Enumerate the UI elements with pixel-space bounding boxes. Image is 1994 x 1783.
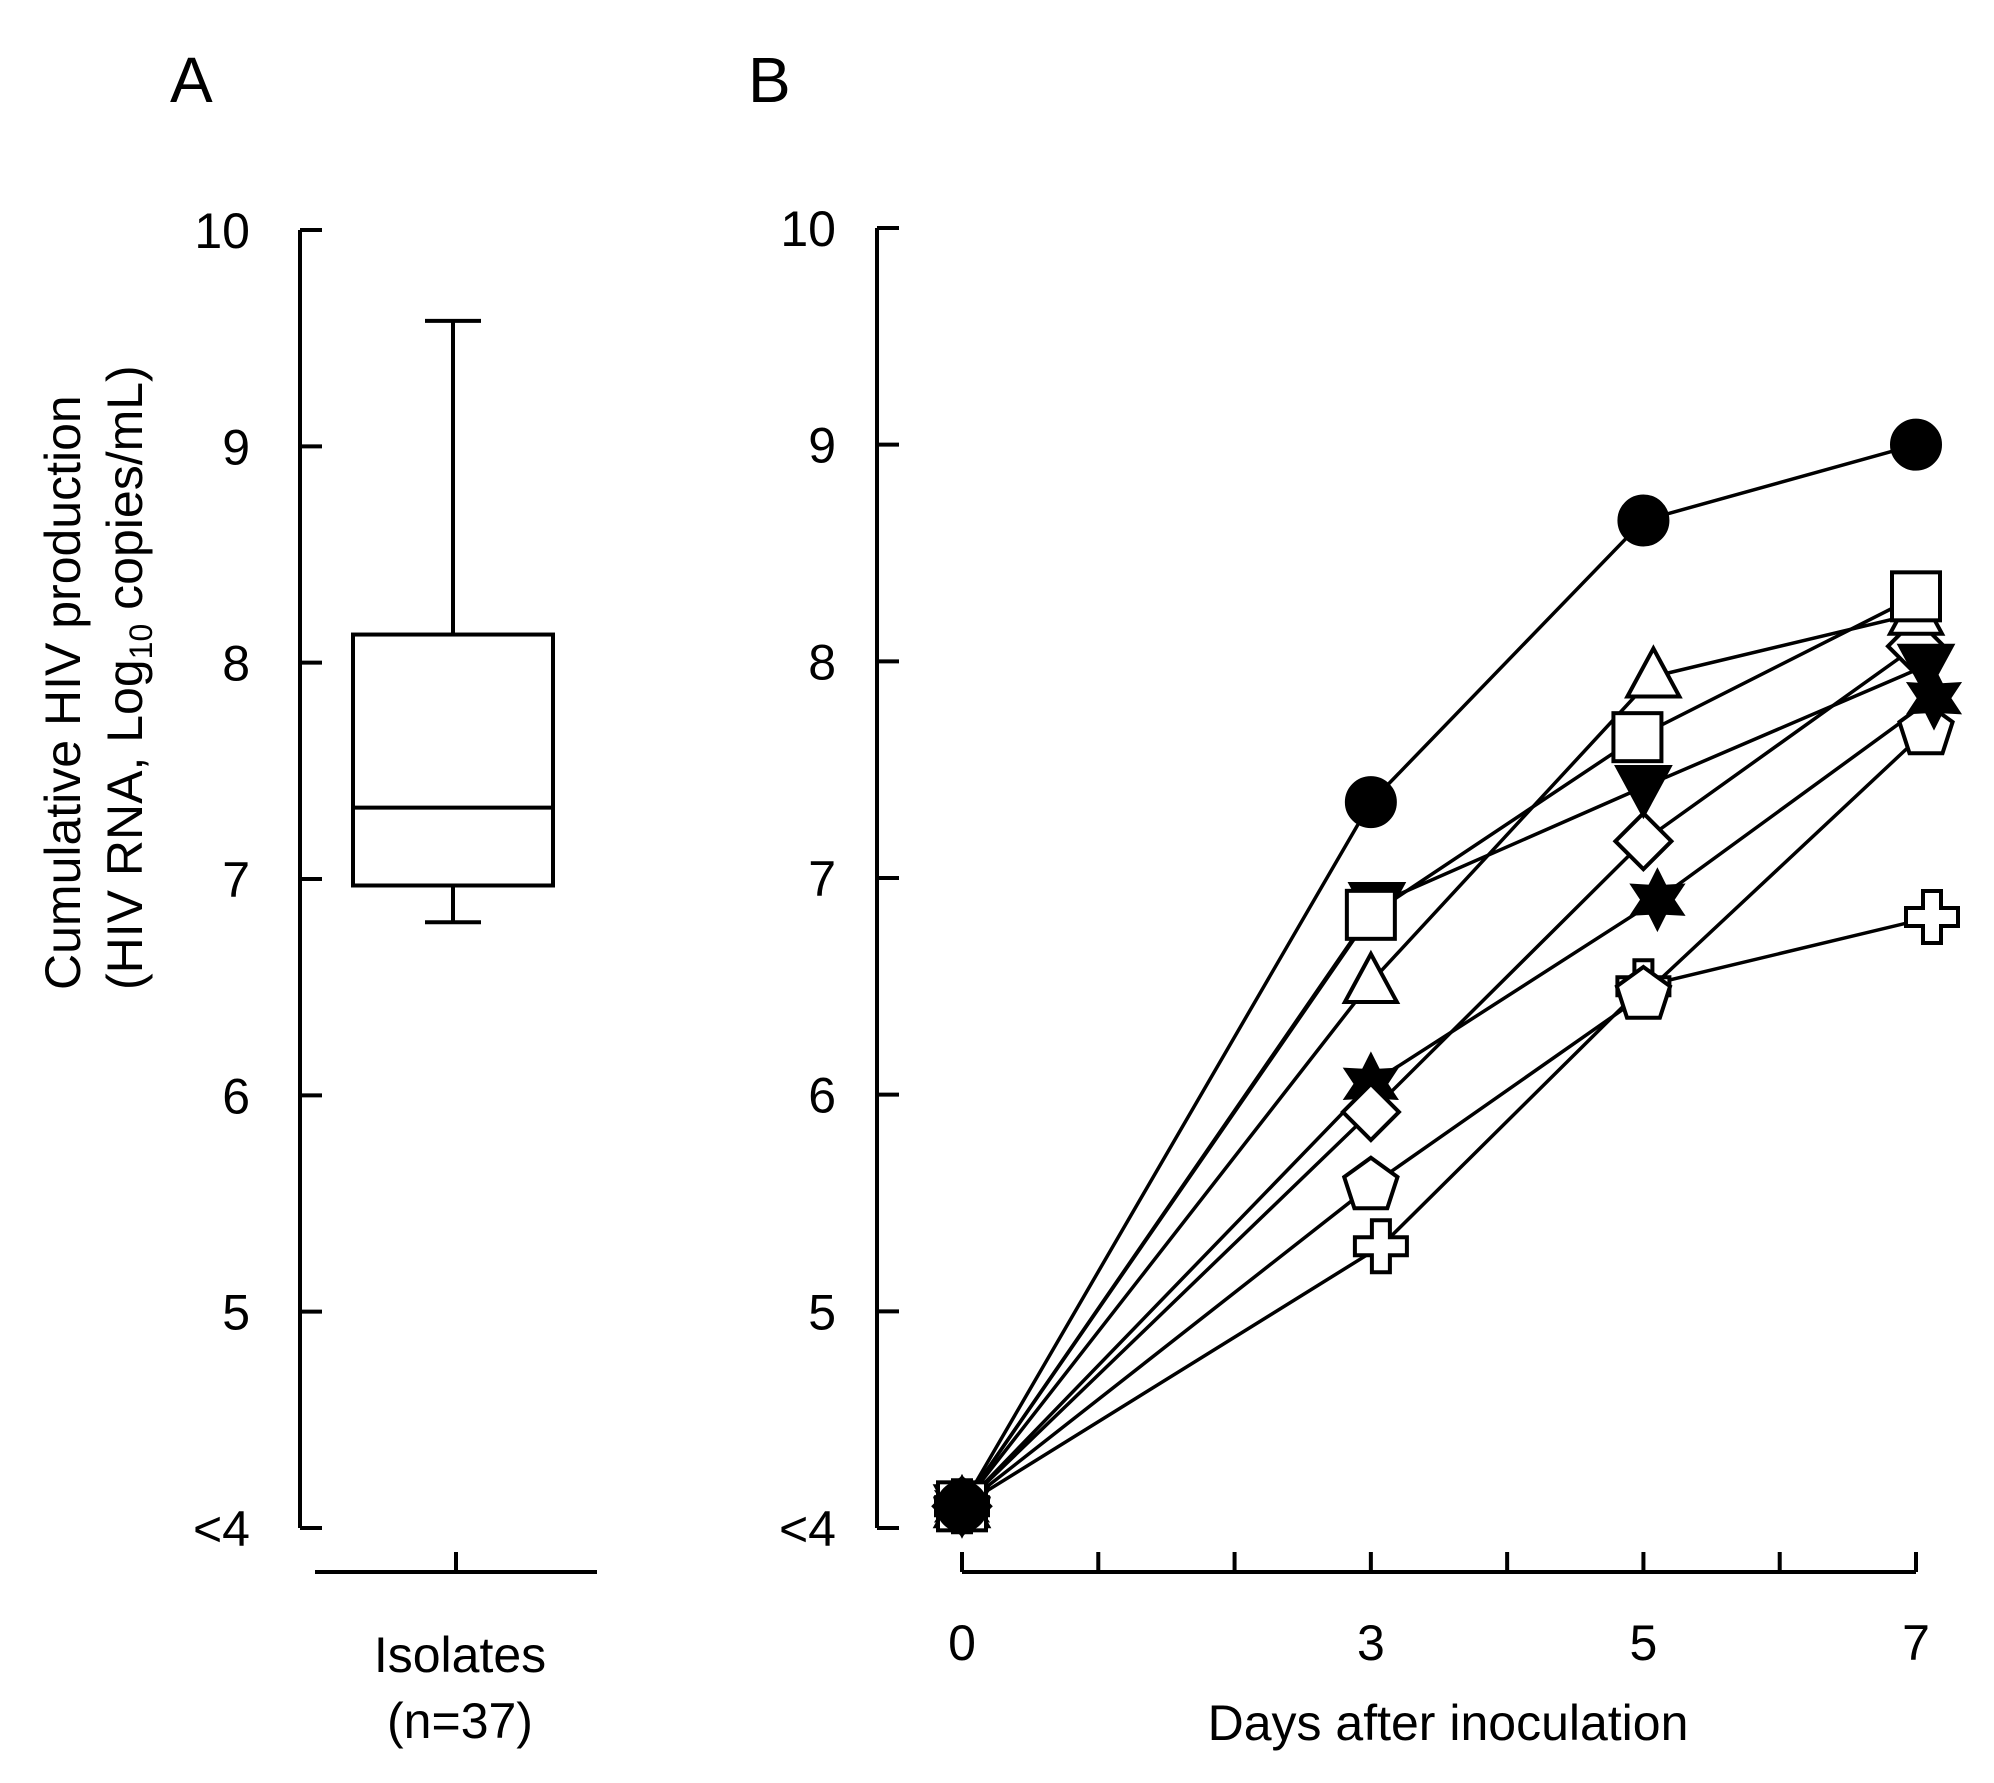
marker-cross xyxy=(1904,889,1960,945)
panel-b-series-markers xyxy=(931,418,1963,1539)
marker-triangle-down xyxy=(1896,643,1956,698)
panel-b-y-ticks: <4 5 6 7 8 9 10 xyxy=(779,201,899,1557)
y-axis-title-line2: (HIV RNA, Log10 copies/mL) xyxy=(97,365,159,990)
series-line-cross xyxy=(961,915,1933,1508)
marker-diamond xyxy=(1340,1081,1402,1143)
marker-circle xyxy=(1344,776,1397,829)
panel-a-letter: A xyxy=(170,44,213,116)
marker-circle xyxy=(1617,494,1670,547)
panel-a-y-tick-label: 10 xyxy=(194,203,250,259)
panel-b-y-tick-label: 9 xyxy=(808,418,836,474)
marker-pentagon xyxy=(1341,1155,1400,1211)
panel-b-x-tick-label: 7 xyxy=(1902,1615,1930,1671)
panel-b-y-tick-label: 7 xyxy=(808,851,836,907)
marker-square xyxy=(1344,888,1397,941)
series-line-diamond xyxy=(960,644,1918,1508)
panel-a-y-tick-label: 9 xyxy=(222,419,250,475)
panel-b-x-tick-label: 0 xyxy=(948,1615,976,1671)
panel-b-y-tick-label: <4 xyxy=(779,1501,836,1557)
marker-triangle xyxy=(1341,949,1401,1004)
panel-a-y-tick-label: 7 xyxy=(222,852,250,908)
panel-a-category-label: Isolates xyxy=(374,1627,546,1683)
panel-a-category-note: (n=37) xyxy=(387,1693,533,1749)
panel-a-y-tick-label: <4 xyxy=(193,1501,250,1557)
panel-b-y-tick-label: 6 xyxy=(808,1068,836,1124)
panel-a-y-tick-label: 8 xyxy=(222,636,250,692)
series-line-circle xyxy=(960,443,1917,1508)
y-axis-title-line1: Cumulative HIV production xyxy=(35,395,91,990)
marker-square xyxy=(1890,570,1942,623)
marker-star6 xyxy=(1629,867,1686,933)
marker-square xyxy=(1611,711,1664,764)
panel-b-y-tick-label: 10 xyxy=(780,201,836,257)
panel-b-x-tick-label: 3 xyxy=(1357,1615,1385,1671)
series-line-star6 xyxy=(960,696,1936,1508)
marker-star6 xyxy=(1905,665,1963,731)
panel-a-box-group xyxy=(351,318,555,925)
panel-b-letter: B xyxy=(748,44,791,116)
panel-b-x-tick-label: 5 xyxy=(1630,1615,1658,1671)
panel-b-y-tick-label: 5 xyxy=(808,1284,836,1340)
panel-a-y-tick-label: 5 xyxy=(222,1285,250,1341)
panel-a-box xyxy=(351,632,555,888)
marker-cross xyxy=(1352,1218,1409,1275)
panel-b-x-ticks: 0 3 5 7 xyxy=(948,1552,1930,1671)
marker-triangle-down xyxy=(1614,765,1673,820)
y-axis-title: Cumulative HIV production (HIV RNA, Log1… xyxy=(35,365,159,990)
panel-b-x-axis-title: Days after inoculation xyxy=(1208,1695,1689,1751)
panel-a-y-tick-label: 6 xyxy=(222,1068,250,1124)
series-line-triangle-down xyxy=(960,664,1927,1508)
marker-circle xyxy=(936,1480,988,1533)
panel-b-y-tick-label: 8 xyxy=(808,634,836,690)
marker-diamond xyxy=(1612,810,1675,873)
series-line-triangle xyxy=(960,611,1917,1508)
panel-b-series-lines xyxy=(960,443,1936,1508)
panel-a-boxplot: <4 5 6 7 8 9 10 Isolates (n=37) xyxy=(193,203,597,1749)
series-line-pentagon xyxy=(960,729,1928,1508)
marker-triangle xyxy=(1624,644,1683,699)
panel-a-y-ticks: <4 5 6 7 8 9 10 xyxy=(193,203,322,1557)
y-axis-title-subscript: 10 xyxy=(123,624,159,660)
y-axis-title-line2-prefix: (HIV RNA, Log xyxy=(97,659,153,990)
marker-circle xyxy=(1890,418,1942,471)
y-axis-title-line2-suffix: copies/mL) xyxy=(97,365,153,623)
panel-b-line-chart: <4 5 6 7 8 9 10 0 3 5 7 Days after inoculation xyxy=(779,201,1963,1751)
marker-pentagon xyxy=(1614,964,1673,1020)
